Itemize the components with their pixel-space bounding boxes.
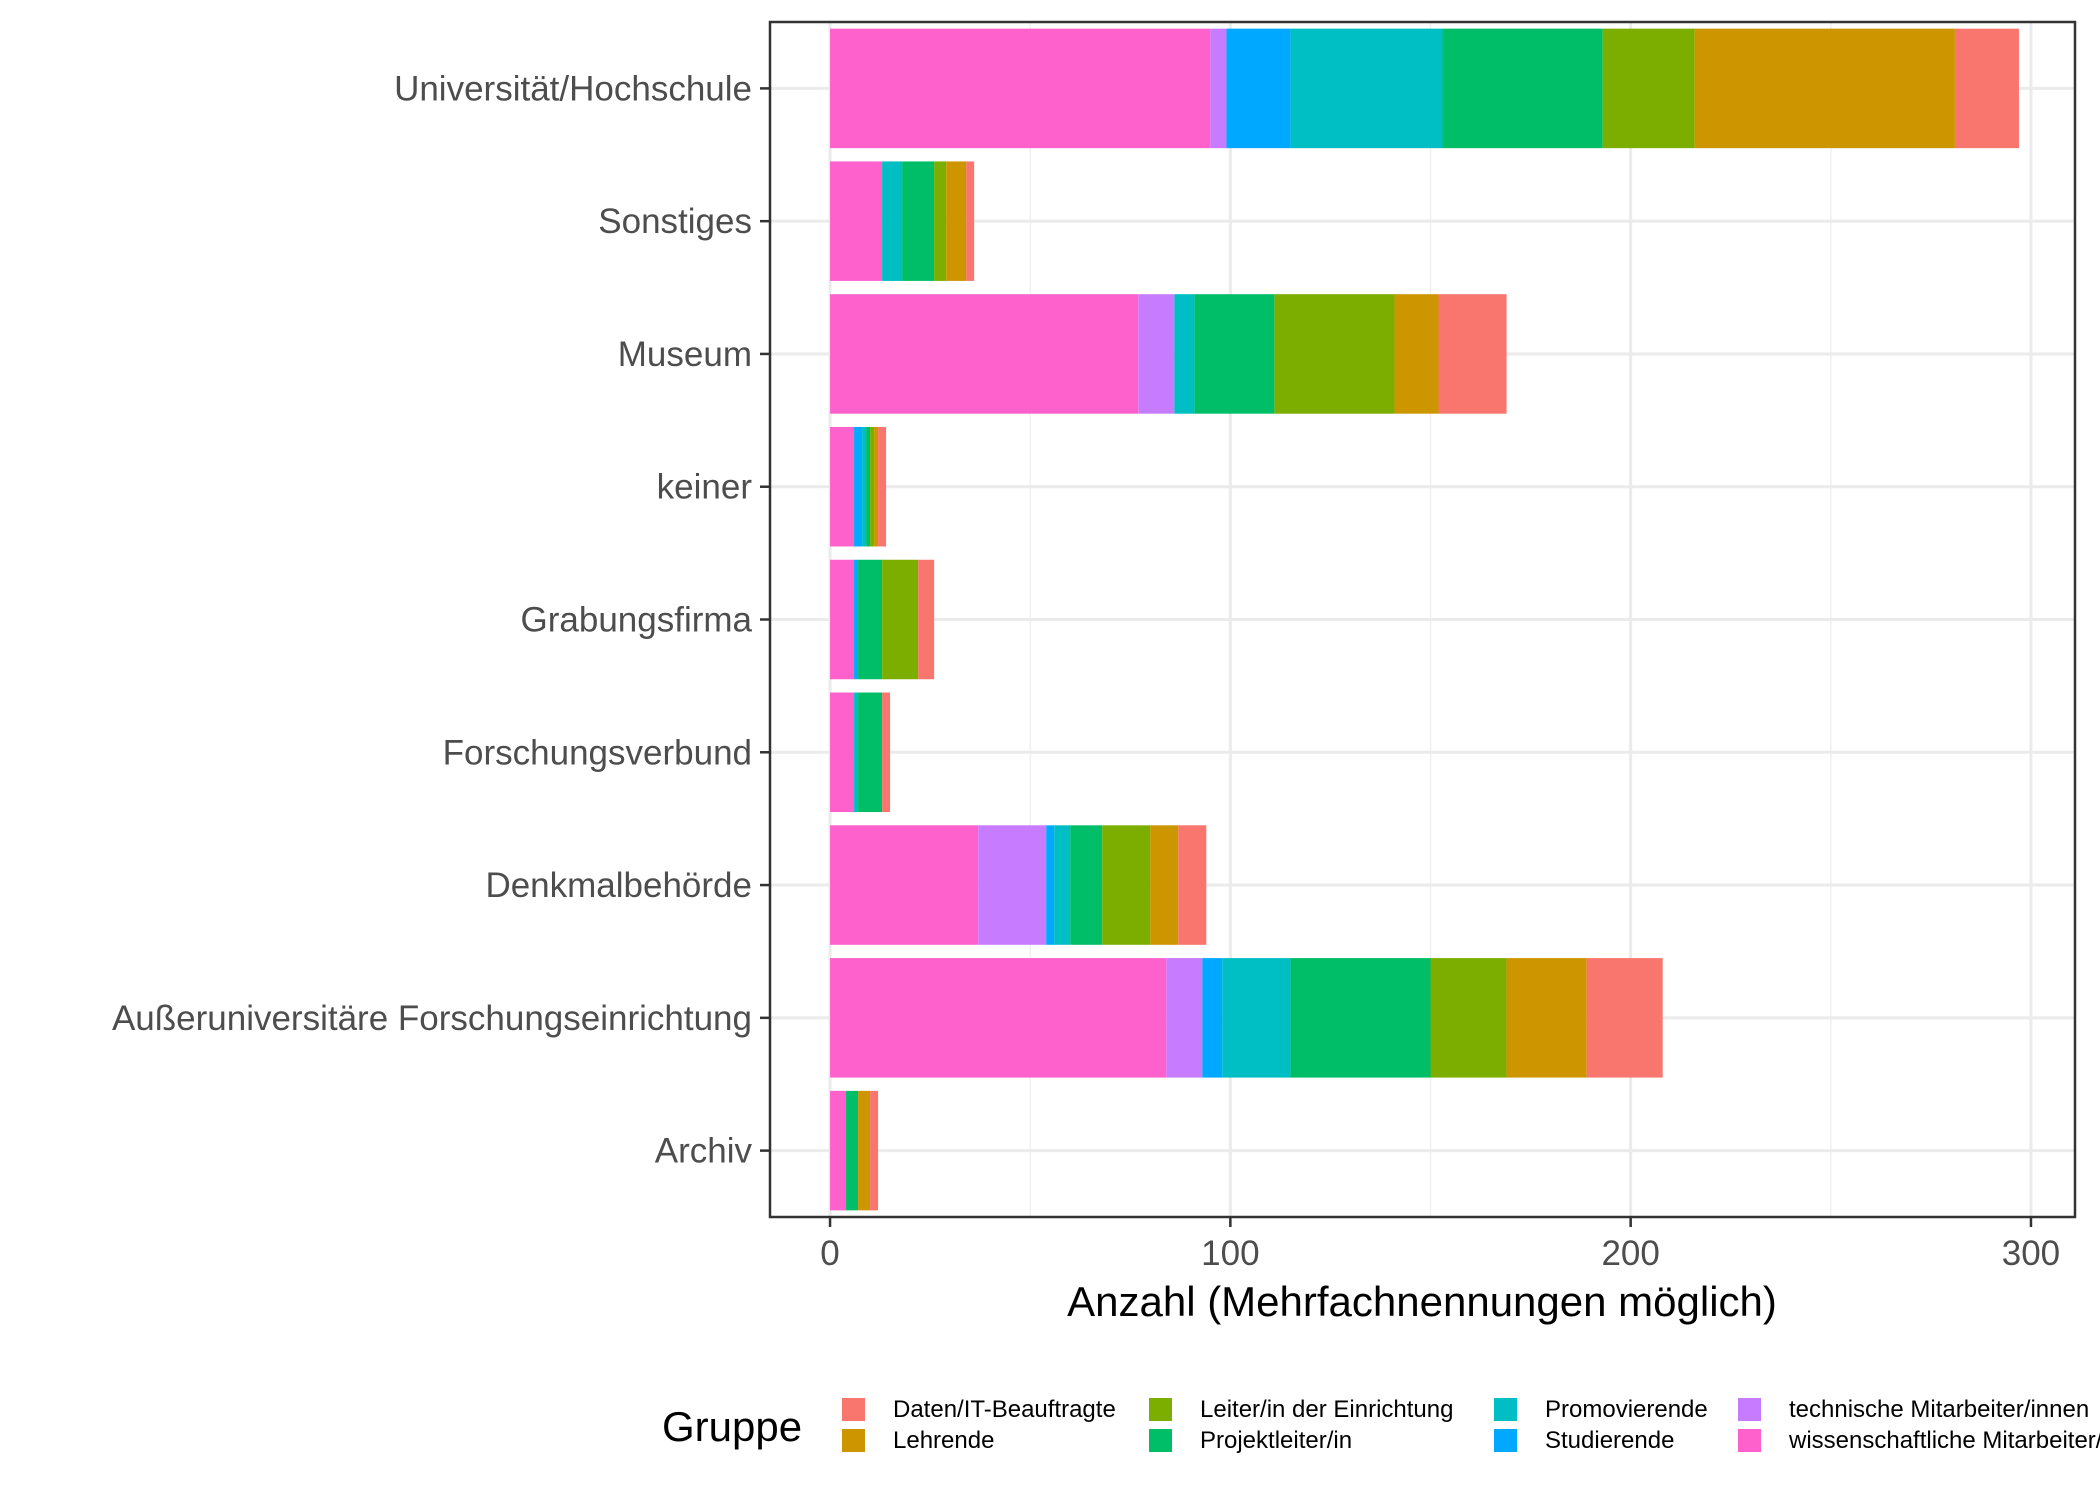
bar-segment bbox=[918, 559, 935, 680]
axes: Universität/Hochschule Sonstiges Museum kei… bbox=[112, 69, 2060, 1273]
bar-segment bbox=[1178, 825, 1207, 945]
bar-segment bbox=[858, 559, 883, 680]
bar-segment bbox=[830, 294, 1139, 414]
bar-segment bbox=[858, 692, 883, 813]
bar-segment bbox=[1506, 958, 1587, 1078]
bar-segment bbox=[978, 825, 1047, 945]
y-tick-label: keiner bbox=[657, 468, 753, 507]
legend-key bbox=[842, 1398, 865, 1421]
bar-segment bbox=[830, 28, 1211, 149]
x-tick-label: 300 bbox=[2002, 1234, 2060, 1273]
bar-segment bbox=[1150, 825, 1179, 945]
bar-segment bbox=[1290, 958, 1431, 1078]
bar-segment bbox=[1054, 825, 1071, 945]
bar-segment bbox=[1046, 825, 1055, 945]
bar-segment bbox=[882, 559, 919, 680]
bar-segment bbox=[830, 692, 855, 813]
x-axis-title: Anzahl (Mehrfachnennungen möglich) bbox=[1067, 1278, 1777, 1325]
bar-segment bbox=[1430, 958, 1507, 1078]
y-tick-label: Forschungsverbund bbox=[443, 733, 752, 772]
bar-segment bbox=[1274, 294, 1395, 414]
bar-segment bbox=[1166, 958, 1203, 1078]
bar-segment bbox=[846, 1090, 859, 1211]
legend-label: Leiter/in der Einrichtung bbox=[1200, 1396, 1453, 1423]
legend-label: technische Mitarbeiter/innen bbox=[1789, 1396, 2089, 1423]
x-tick-label: 0 bbox=[820, 1234, 839, 1273]
bar-segment bbox=[830, 1090, 847, 1211]
bar-segment bbox=[1394, 294, 1439, 414]
bar-segment bbox=[830, 825, 979, 945]
bar-segment bbox=[966, 161, 975, 281]
bar-segment bbox=[1438, 294, 1507, 414]
bars bbox=[830, 28, 2019, 1211]
bar-segment bbox=[1102, 825, 1151, 945]
legend-label: Lehrende bbox=[893, 1427, 994, 1454]
legend-key bbox=[1738, 1429, 1761, 1452]
bar-segment bbox=[882, 692, 891, 813]
legend-label: Studierende bbox=[1545, 1427, 1674, 1454]
bar-segment bbox=[1202, 958, 1223, 1078]
legend-key bbox=[842, 1429, 865, 1452]
bar-segment bbox=[878, 426, 887, 547]
bar-segment bbox=[866, 426, 871, 547]
y-tick-label: Außeruniversitäre Forschungseinrichtung bbox=[112, 999, 752, 1038]
bar-segment bbox=[830, 426, 855, 547]
bar-segment bbox=[1226, 28, 1291, 149]
legend-label: Promovierende bbox=[1545, 1396, 1708, 1423]
bar-segment bbox=[902, 161, 935, 281]
bar-segment bbox=[946, 161, 967, 281]
bar-segment bbox=[1210, 28, 1227, 149]
legend-key bbox=[1149, 1429, 1172, 1452]
x-tick-label: 200 bbox=[1601, 1234, 1659, 1273]
legend-title: Gruppe bbox=[662, 1403, 802, 1450]
bar-segment bbox=[1174, 294, 1195, 414]
bar-segment bbox=[830, 161, 883, 281]
y-tick-label: Grabungsfirma bbox=[521, 601, 753, 640]
legend-key bbox=[1738, 1398, 1761, 1421]
bar-segment bbox=[1070, 825, 1103, 945]
bar-segment bbox=[1694, 28, 1955, 149]
bar-segment bbox=[1222, 958, 1291, 1078]
x-tick-label: 100 bbox=[1201, 1234, 1259, 1273]
bar-segment bbox=[870, 426, 875, 547]
bar-segment bbox=[870, 1090, 879, 1211]
bar-segment bbox=[854, 692, 859, 813]
y-tick-label: Denkmalbehörde bbox=[485, 866, 752, 905]
bar-segment bbox=[854, 559, 859, 680]
bar-segment bbox=[1442, 28, 1603, 149]
bar-segment bbox=[854, 426, 863, 547]
bar-segment bbox=[1954, 28, 2019, 149]
y-tick-label: Archiv bbox=[655, 1132, 753, 1171]
bar-segment bbox=[862, 426, 867, 547]
bar-segment bbox=[1290, 28, 1443, 149]
bar-segment bbox=[1586, 958, 1663, 1078]
y-tick-label: Sonstiges bbox=[598, 202, 752, 241]
bar-segment bbox=[1138, 294, 1175, 414]
bar-segment bbox=[934, 161, 947, 281]
y-tick-label: Museum bbox=[618, 335, 752, 374]
bar-segment bbox=[830, 958, 1167, 1078]
bar-segment bbox=[1194, 294, 1275, 414]
legend-key bbox=[1494, 1429, 1517, 1452]
bar-segment bbox=[830, 559, 855, 680]
grid bbox=[770, 22, 2075, 1217]
bar-segment bbox=[882, 161, 903, 281]
legend: Gruppe Daten/IT-Beauftragte Lehrende Leiter… bbox=[662, 1396, 2100, 1454]
legend-key bbox=[1149, 1398, 1172, 1421]
legend-label: Projektleiter/in bbox=[1200, 1427, 1352, 1454]
bar-segment bbox=[1602, 28, 1695, 149]
bar-segment bbox=[874, 426, 879, 547]
legend-label: wissenschaftliche Mitarbeiter/innen bbox=[1788, 1427, 2100, 1454]
legend-label: Daten/IT-Beauftragte bbox=[893, 1396, 1116, 1423]
bar-segment bbox=[858, 1090, 871, 1211]
legend-key bbox=[1494, 1398, 1517, 1421]
y-tick-label: Universität/Hochschule bbox=[394, 69, 752, 108]
